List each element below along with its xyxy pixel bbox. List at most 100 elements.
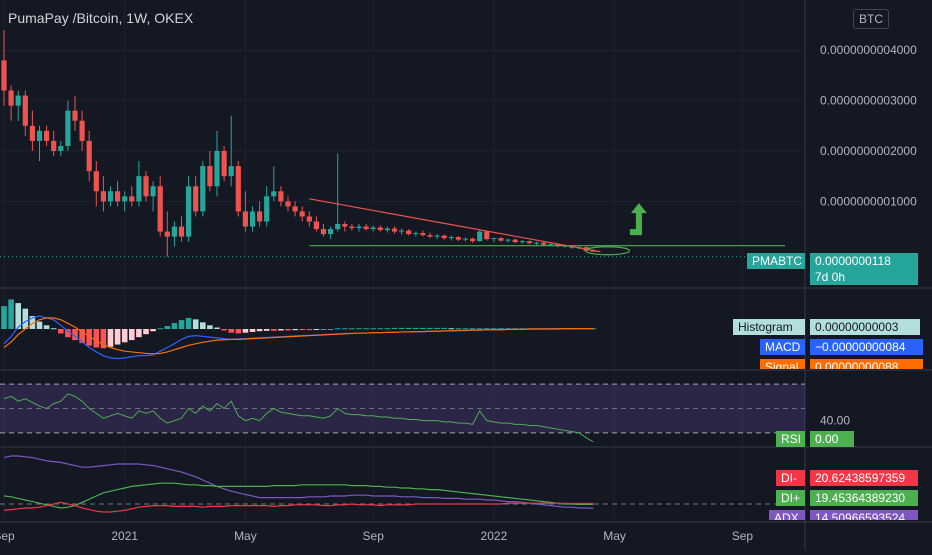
- macd-histogram-bar: [462, 328, 469, 330]
- candle-body: [526, 241, 532, 244]
- macd-histogram-bar: [363, 328, 369, 330]
- rsi-pane: 40.00: [0, 383, 850, 443]
- macd-histogram-bar: [384, 328, 391, 330]
- macd-histogram-bar: [299, 329, 305, 331]
- candle-body: [136, 176, 142, 202]
- macd-histogram-bar: [491, 328, 497, 330]
- candle-body: [377, 227, 383, 231]
- macd-histogram-bar: [8, 299, 14, 329]
- candle-body: [72, 110, 78, 121]
- candle-body: [150, 186, 156, 197]
- time-tick-label: Sep: [0, 529, 15, 543]
- macd-histogram-bar: [405, 327, 412, 329]
- candle-body: [221, 150, 227, 177]
- price-axis: 0.0000000001000 0.0000000002000 0.00000000…: [820, 43, 917, 208]
- candle-body: [370, 227, 376, 230]
- macd-histogram-bar: [107, 329, 114, 347]
- adx-name-tag: ADX: [769, 510, 805, 520]
- price-tick-label: 0.0000000003000: [820, 94, 917, 108]
- candle-body: [434, 235, 440, 237]
- macd-histogram-bar: [370, 328, 376, 330]
- di-minus-line: [3, 501, 594, 513]
- macd-histogram-bar: [100, 329, 107, 349]
- macd-histogram-bar: [242, 329, 249, 333]
- macd-histogram-bar: [178, 320, 185, 329]
- candle-body: [51, 140, 57, 151]
- candle-body: [519, 241, 525, 243]
- macd-histogram-bar: [327, 329, 334, 330]
- macd-histogram-bar: [121, 329, 128, 343]
- macd-histogram-bar: [512, 328, 518, 330]
- rsi-axis-tick: 40.00: [820, 414, 850, 428]
- macd-histogram-bar: [185, 317, 192, 329]
- macd-histogram-bar: [129, 329, 135, 341]
- macd-histogram-bar: [200, 322, 206, 329]
- macd-line: [3, 315, 594, 360]
- candle-body: [399, 230, 405, 232]
- time-tick-label: Sep: [363, 529, 385, 543]
- candle-body: [15, 95, 21, 106]
- histogram-value-tag: 0.00000000003: [810, 319, 920, 335]
- candle-body: [100, 191, 106, 202]
- candle-body: [271, 191, 277, 197]
- macd-histogram-bar: [143, 329, 149, 335]
- candle-body: [306, 216, 312, 222]
- candle-body: [164, 231, 170, 237]
- currency-badge[interactable]: BTC: [853, 9, 889, 29]
- price-tick-label: 0.0000000002000: [820, 144, 917, 158]
- grid: [0, 0, 805, 522]
- candle-body: [1, 60, 7, 91]
- macd-histogram-bar: [455, 328, 462, 330]
- rsi-line: [3, 393, 594, 443]
- macd-histogram-bar: [377, 328, 384, 330]
- candle-body: [58, 145, 64, 151]
- candle-body: [491, 238, 497, 240]
- candle-body: [186, 186, 192, 237]
- adx-line: [3, 455, 594, 509]
- last-price-tag: 0.0000000118: [810, 253, 918, 269]
- candle-body: [264, 196, 270, 222]
- macd-histogram-bar: [58, 329, 64, 334]
- histogram-name-tag: Histogram: [733, 319, 805, 335]
- candle-body: [427, 235, 433, 237]
- breakout-ellipse: [584, 246, 631, 256]
- time-tick-label: 2021: [111, 529, 138, 543]
- macd-histogram-bar: [86, 329, 92, 346]
- candle-body: [242, 211, 248, 227]
- macd-value-tag: −0.00000000084: [810, 339, 923, 355]
- macd-histogram-bar: [306, 329, 313, 331]
- macd-histogram-bar: [22, 308, 29, 329]
- candle-body: [214, 150, 220, 187]
- candle-body: [93, 171, 99, 192]
- chart-title: PumaPay /Bitcoin, 1W, OKEX: [8, 10, 194, 26]
- signal-line: [3, 317, 594, 355]
- candle-body: [143, 176, 149, 197]
- time-tick-label: 2022: [481, 529, 508, 543]
- candle-body: [129, 196, 135, 202]
- macd-histogram-bar: [207, 325, 213, 329]
- candle-body: [356, 226, 362, 229]
- candle-body: [335, 224, 341, 230]
- macd-histogram-bar: [469, 328, 476, 330]
- candle-body: [79, 120, 85, 141]
- macd-histogram-bar: [15, 303, 21, 329]
- candle-body: [320, 229, 327, 235]
- price-symbol-tag: PMABTC: [747, 253, 805, 269]
- macd-histogram-bar: [448, 328, 455, 330]
- macd-histogram-bar: [505, 328, 511, 330]
- price-tick-label: 0.0000000001000: [820, 194, 917, 208]
- candle-body: [533, 242, 540, 244]
- macd-histogram-bar: [171, 323, 178, 329]
- macd-histogram-bar: [398, 327, 405, 329]
- macd-histogram-bar: [434, 327, 440, 329]
- candle-body: [420, 233, 426, 236]
- candle-body: [498, 238, 504, 241]
- macd-histogram-bar: [519, 328, 526, 330]
- candle-body: [512, 239, 518, 243]
- candle-body: [65, 110, 71, 146]
- macd-histogram-bar: [1, 306, 7, 329]
- candle-body: [36, 130, 43, 141]
